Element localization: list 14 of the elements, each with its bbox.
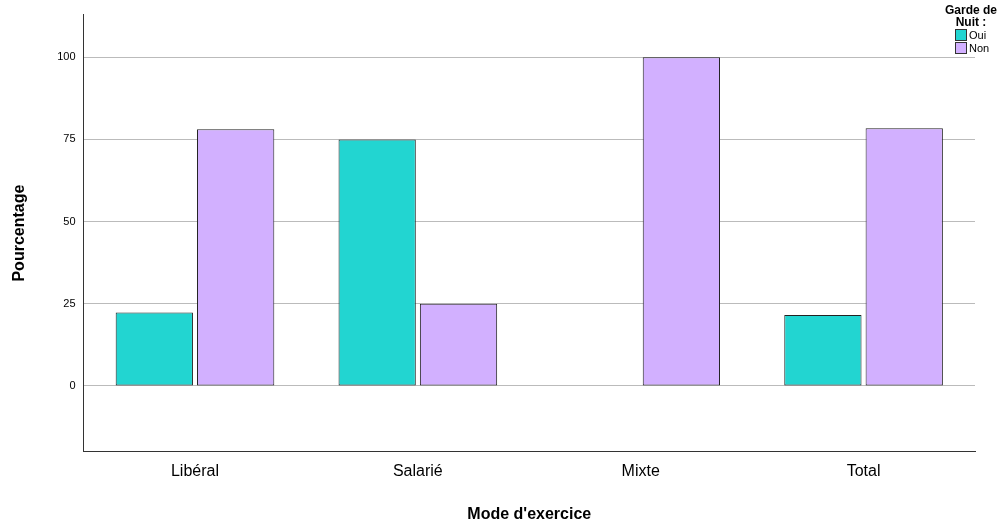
x-tick-label: Libéral [170,461,219,479]
y-tick-label: 0 [69,378,76,391]
y-axis-title: Pourcentage [10,184,28,282]
x-tick-label: Salarié [392,461,443,479]
legend-label: Non [969,41,990,54]
legend-label: Oui [969,28,987,41]
x-tick-label: Total [846,461,881,479]
y-tick-label: 25 [63,296,76,309]
y-tick-label: 75 [63,132,76,145]
y-tick-label: 50 [63,214,76,227]
legend-title: Garde de Nuit : [944,3,998,29]
y-tick-label: 100 [57,50,76,63]
x-axis-title: Mode d'exercice [467,504,592,522]
x-tick-label: Mixte [621,461,660,479]
